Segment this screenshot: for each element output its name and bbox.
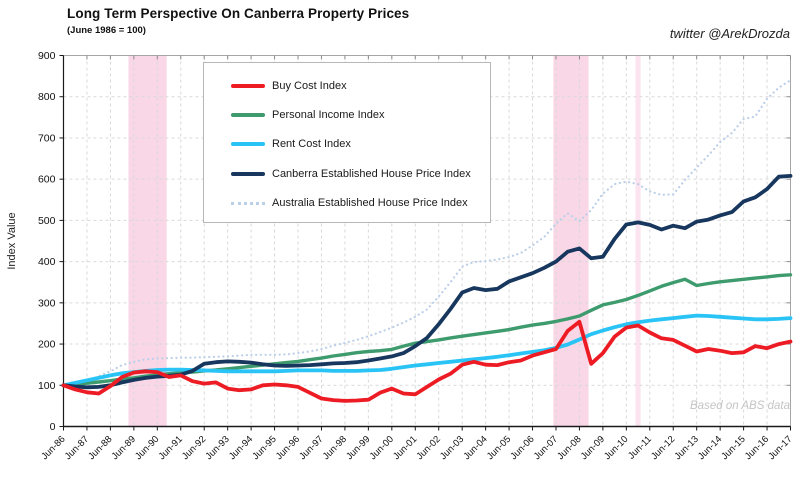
band-recession-band-1989-90 [128,55,167,427]
x-tick-label-Jun-89: Jun-89 [110,434,138,462]
x-tick-label-Jun-11: Jun-11 [626,434,654,462]
x-tick-label-Jun-07: Jun-07 [532,434,560,462]
legend-swatch-personal-income-index [231,113,265,118]
y-tick-label-800: 800 [38,91,56,103]
y-tick-label-300: 300 [38,297,56,309]
x-tick-label-Jun-14: Jun-14 [696,434,724,462]
legend-label-australia-established-house-price-index: Australia Established House Price Index [272,197,468,210]
chart-subtitle: (June 1986 = 100) [67,25,146,36]
legend-item-australia-established-house-price-index: Australia Established House Price Index [231,197,490,209]
watermark: Based on ABS data [690,400,790,412]
legend-item-buy-cost-index: Buy Cost Index [231,80,490,92]
x-tick-label-Jun-87: Jun-87 [63,434,91,462]
x-tick-label-Jun-97: Jun-97 [297,434,325,462]
x-tick-label-Jun-86: Jun-86 [39,434,67,462]
legend-swatch-rent-cost-index [231,142,265,147]
x-axis-tick-labels: Jun-86Jun-87Jun-88Jun-89Jun-90Jun-91Jun-… [39,434,794,462]
legend-swatch-canberra-established-house-price-index [231,171,265,176]
series-line-rent-cost-index [61,313,793,388]
legend-item-personal-income-index: Personal Income Index [231,109,490,121]
x-tick-label-Jun-13: Jun-13 [672,434,700,462]
x-tick-label-Jun-04: Jun-04 [461,434,489,462]
y-tick-label-0: 0 [50,421,56,433]
legend-label-canberra-established-house-price-index: Canberra Established House Price Index [272,167,471,180]
x-tick-label-Jun-00: Jun-00 [368,434,396,462]
legend-item-rent-cost-index: Rent Cost Index [231,138,490,150]
series-line-canberra-established-house-price-index [61,173,793,390]
y-axis-tick-labels: 0 100 200 300 400 500 600 700 800 900 [38,50,56,433]
x-tick-label-Jun-96: Jun-96 [274,434,302,462]
y-axis-title: Index Value [6,212,18,269]
x-tick-label-Jun-98: Jun-98 [321,434,349,462]
page-title: Long Term Perspective On Canberra Proper… [67,6,410,21]
legend-box: Buy Cost Index Personal Income Index Rent … [203,62,491,223]
data-series [61,79,793,403]
twitter-attribution: twitter @ArekDrozda [669,26,790,41]
x-tick-label-Jun-17: Jun-17 [766,434,794,462]
x-tick-label-Jun-88: Jun-88 [86,434,114,462]
y-tick-label-900: 900 [38,50,56,62]
x-tick-label-Jun-16: Jun-16 [743,434,771,462]
y-tick-label-400: 400 [38,256,56,268]
y-tick-label-700: 700 [38,132,56,144]
legend-swatch-buy-cost-index [231,83,265,88]
y-tick-label-600: 600 [38,174,56,186]
x-tick-label-Jun-02: Jun-02 [415,434,443,462]
legend-swatch-australia-established-house-price-index [231,201,265,205]
x-tick-label-Jun-10: Jun-10 [602,434,630,462]
x-tick-label-Jun-15: Jun-15 [719,434,747,462]
series-line-buy-cost-index [61,319,793,403]
x-tick-label-Jun-01: Jun-01 [391,434,419,462]
series-line-australia-established-house-price-index [62,79,792,387]
legend-label-buy-cost-index: Buy Cost Index [272,79,347,92]
x-tick-label-Jun-92: Jun-92 [180,434,208,462]
x-tick-label-Jun-05: Jun-05 [485,434,513,462]
legend-label-rent-cost-index: Rent Cost Index [272,138,351,151]
x-tick-label-Jun-90: Jun-90 [133,434,161,462]
band-recession-band-2007-08 [553,55,589,427]
x-tick-label-Jun-12: Jun-12 [649,434,677,462]
y-tick-label-200: 200 [38,339,56,351]
x-tick-label-Jun-06: Jun-06 [508,434,536,462]
x-tick-label-Jun-94: Jun-94 [227,434,255,462]
x-tick-label-Jun-91: Jun-91 [157,434,185,462]
x-tick-label-Jun-03: Jun-03 [438,434,466,462]
axes [59,55,791,431]
x-tick-label-Jun-09: Jun-09 [579,434,607,462]
y-tick-label-500: 500 [38,215,56,227]
highlight-bands [128,55,641,427]
legend-item-canberra-established-house-price-index: Canberra Established House Price Index [231,168,490,180]
x-tick-label-Jun-08: Jun-08 [555,434,583,462]
legend-label-personal-income-index: Personal Income Index [272,109,385,122]
x-tick-label-Jun-99: Jun-99 [344,434,372,462]
y-tick-label-100: 100 [38,380,56,392]
x-tick-label-Jun-93: Jun-93 [203,434,231,462]
band-band-2010-11 [635,55,641,427]
x-tick-label-Jun-95: Jun-95 [250,434,278,462]
